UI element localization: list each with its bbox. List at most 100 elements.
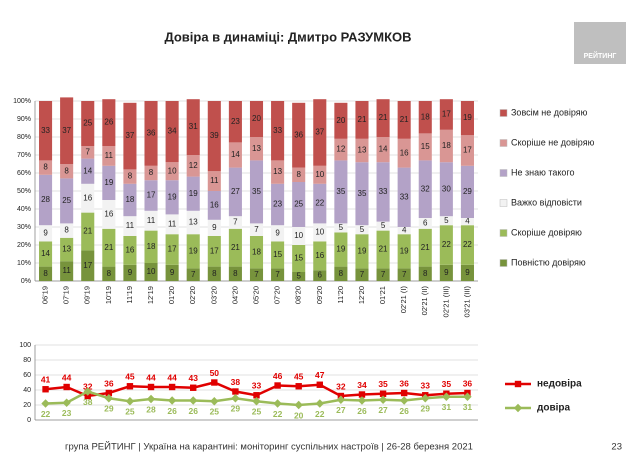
x-tick-label: 01'20	[167, 286, 176, 304]
marker	[211, 379, 218, 386]
data-label: 31	[463, 402, 473, 412]
x-tick-label: 07'19	[62, 286, 71, 304]
data-label: 21	[83, 227, 92, 236]
data-label: 18	[421, 112, 430, 121]
bar-segment	[165, 162, 179, 181]
bar-segment	[355, 101, 369, 139]
data-label: 11	[126, 221, 135, 230]
bar-segment	[313, 241, 327, 271]
legend-swatch	[499, 139, 508, 147]
data-label: 19	[189, 246, 198, 255]
data-label: 8	[128, 172, 133, 181]
x-tick-label: 09'19	[83, 286, 92, 304]
page-number: 23	[611, 442, 622, 453]
bar-segment	[355, 268, 369, 281]
y-tick-label: 70%	[17, 152, 31, 159]
data-label: 19	[336, 245, 345, 254]
x-tick-label: 11'19	[125, 286, 134, 304]
marker	[104, 394, 114, 403]
bar-segment	[376, 162, 390, 222]
data-label: 23	[62, 408, 72, 418]
marker	[315, 399, 324, 408]
data-label: 31	[189, 122, 198, 131]
data-label: 22	[41, 409, 51, 419]
x-tick-label: 09'20	[315, 286, 324, 304]
data-label: 5	[381, 221, 386, 230]
legend-label: Не знаю такого	[511, 167, 575, 177]
data-label: 14	[83, 166, 92, 175]
bar-segment	[249, 137, 264, 161]
marker	[378, 395, 388, 404]
data-label: 7	[402, 270, 407, 279]
data-label: 22	[463, 240, 472, 249]
marker	[147, 383, 155, 391]
data-label: 29	[463, 187, 472, 196]
data-label: 17	[147, 191, 156, 200]
data-label: 7	[275, 270, 280, 279]
data-label: 25	[83, 119, 92, 128]
data-label: 8	[43, 163, 48, 172]
bar-segment	[355, 234, 369, 269]
y-tick-label: 10%	[17, 260, 31, 267]
bar-segment	[313, 183, 327, 224]
bar-segment	[186, 99, 200, 155]
data-label: 9	[212, 223, 217, 232]
data-label: 9	[444, 268, 449, 277]
data-label: 20	[336, 116, 345, 125]
bar-segment	[81, 158, 95, 184]
bar-segment	[397, 234, 411, 269]
marker	[421, 394, 430, 403]
data-label: 35	[442, 379, 452, 389]
data-label: 45	[125, 372, 135, 382]
bar-segment	[144, 230, 158, 263]
bar-segment	[439, 225, 453, 265]
data-label: 10	[315, 170, 324, 179]
data-label: 26	[188, 406, 198, 416]
bar-segment	[228, 266, 242, 281]
bar-segment	[271, 225, 285, 242]
bar-segment	[186, 155, 200, 177]
data-label: 7	[191, 270, 196, 279]
bar-segment	[271, 101, 285, 161]
legend-label: недовіра	[537, 379, 582, 390]
data-label: 11	[210, 176, 219, 185]
bar-segment	[39, 174, 53, 226]
data-label: 35	[252, 187, 261, 196]
bar-segment	[60, 97, 74, 164]
data-label: 26	[104, 118, 113, 127]
data-label: 33	[400, 192, 409, 201]
marker	[252, 397, 261, 406]
bar-segment	[39, 266, 53, 281]
data-label: 11	[147, 216, 156, 225]
data-label: 17	[463, 146, 472, 155]
data-label: 33	[252, 381, 262, 391]
bar-segment	[60, 164, 74, 179]
footer: група РЕЙТИНГ | Україна на карантині: мо…	[65, 441, 473, 453]
data-label: 19	[358, 246, 367, 255]
bar-segment	[271, 268, 285, 281]
chart-title: Довіра в динаміці: Дмитро РАЗУМКОВ	[164, 29, 411, 44]
data-label: 34	[168, 127, 177, 136]
bar-segment	[418, 266, 432, 281]
bar-segment	[397, 227, 411, 235]
x-tick-label: 02'20	[188, 286, 197, 304]
bar-segment	[123, 169, 137, 184]
data-label: 13	[358, 146, 367, 155]
bar-segment	[207, 236, 221, 267]
legend-swatch	[499, 109, 508, 117]
data-label: 33	[273, 126, 282, 135]
bar-segment	[397, 167, 411, 227]
bar-segment	[397, 138, 411, 168]
data-label: 11	[168, 219, 177, 228]
bar-segment	[397, 101, 411, 139]
bar-segment	[60, 178, 74, 224]
data-label: 16	[83, 193, 92, 202]
logo-box	[574, 22, 626, 64]
bar-segment	[460, 218, 474, 226]
data-label: 17	[83, 261, 92, 270]
bar-segment	[460, 165, 474, 218]
legend-label: довіра	[537, 403, 570, 414]
bar-segment	[334, 160, 348, 224]
data-label: 33	[421, 381, 431, 391]
